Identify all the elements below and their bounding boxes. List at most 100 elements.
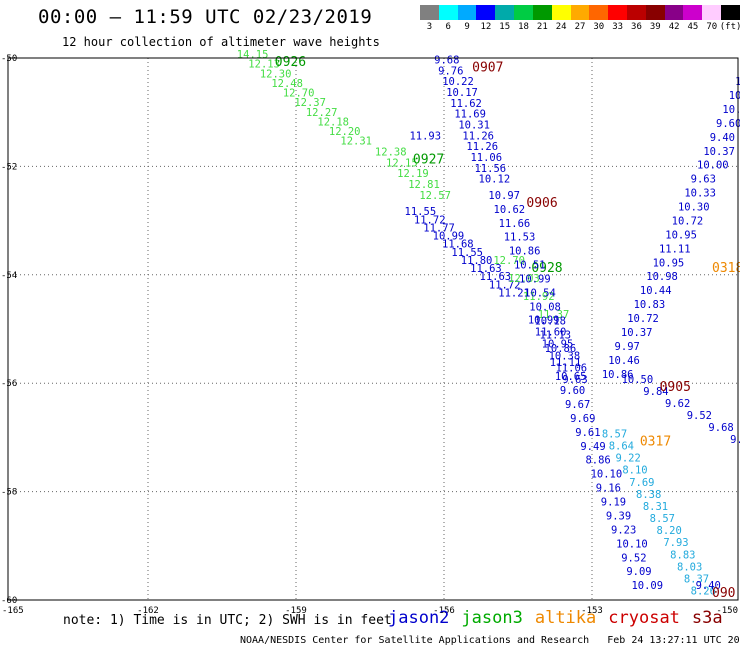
swh-value: 9.69 (570, 413, 595, 425)
colorbar-swatch (514, 5, 533, 20)
chart-title: 00:00 — 11:59 UTC 02/23/2019 (38, 6, 373, 28)
swh-value: 9.60 (716, 118, 740, 130)
satellite-legend-item: jason3 (461, 608, 523, 628)
swh-value: 12.19 (397, 168, 429, 180)
swh-value: 11.21 (498, 287, 530, 299)
colorbar-label: 27 (574, 22, 586, 32)
colorbar-label: 30 (593, 22, 605, 32)
colorbar-label: 15 (499, 22, 511, 32)
swh-value: 12.13 (248, 59, 280, 71)
swh-value: 10.10 (591, 469, 623, 481)
swh-value: 9.40 (710, 132, 735, 144)
swh-value: 11.11 (659, 243, 691, 255)
swh-value: 7.69 (629, 477, 654, 489)
track-time-label: 0905 (660, 380, 691, 395)
swh-value: 10.31 (458, 119, 490, 131)
credit-line: NOAA/NESDIS Center for Satellite Applica… (240, 635, 740, 646)
track-time-label: 0318 (712, 261, 740, 276)
swh-value: 11.56 (474, 163, 506, 175)
swh-value: 9.68 (708, 422, 733, 434)
track-time-label: 0928 (531, 261, 562, 276)
swh-value: 9.68 (434, 54, 459, 66)
swh-value: 10.95 (542, 338, 574, 350)
swh-value: 8.86 (585, 455, 610, 467)
swh-value: 12.70 (493, 255, 525, 267)
swh-value: 10.98 (646, 271, 678, 283)
swh-value: 11.80 (461, 255, 493, 267)
colorbar-swatch (645, 5, 665, 20)
colorbar-label: 45 (687, 22, 699, 32)
colorbar-swatch (702, 5, 721, 20)
y-tick-label: -58 (1, 488, 17, 498)
colorbar-swatch (683, 5, 703, 20)
colorbar-label: 18 (518, 22, 529, 32)
satellite-legend-item: jason2 (388, 608, 450, 628)
grid (8, 58, 738, 600)
swh-value: 11.66 (499, 218, 531, 230)
swh-value: 10.72 (627, 313, 659, 325)
colorbar-label: 21 (536, 22, 548, 32)
swh-value: 9.76 (438, 65, 463, 77)
swh-value: 11.55 (405, 206, 437, 218)
swh-value: 8.26 (691, 586, 716, 598)
colorbar-label: (ft) (719, 22, 740, 32)
swh-value: 10.22 (442, 76, 474, 88)
axis-ticks: -165 -162 -159 -156 -153 -150 -50 -52 -54 -56 -58 -… (1, 54, 738, 616)
colorbar-swatch (532, 5, 552, 20)
colorbar-label: 3 (426, 22, 433, 32)
y-tick-label: -52 (1, 162, 17, 172)
swh-value: 9.63 (691, 174, 716, 186)
swh-value: 11.13 (539, 329, 571, 341)
colorbar-swatch (664, 5, 684, 20)
track-time-label: 0906 (526, 196, 557, 211)
wave-height-colorbar (420, 5, 740, 20)
swh-value: 9.40 (696, 580, 721, 592)
colorbar-labels: 3 6 9 12 15 18 21 24 27 30 33 36 39 42 45 70 (ft) (420, 22, 740, 34)
swh-value: 9.16 (596, 483, 621, 495)
swh-value: 11.37 (538, 309, 570, 321)
swh-value: 10.12 (479, 174, 511, 186)
y-tick-label: -56 (1, 379, 17, 389)
colorbar-swatch (551, 5, 571, 20)
track-points: 14.1512.1312.3012.4812.7012.3712.2712.18… (237, 49, 740, 601)
swh-value: 10.72 (672, 215, 704, 227)
chart-subtitle: 12 hour collection of altimeter wave hei… (62, 35, 380, 49)
swh-value: 12.48 (271, 78, 303, 90)
swh-value: 9.60 (560, 385, 585, 397)
swh-value: 8.37 (684, 573, 709, 585)
swh-value: 10.44 (640, 285, 672, 297)
swh-value: 10.97 (488, 190, 520, 202)
swh-value: 12.18 (317, 116, 349, 128)
swh-value: 9.39 (606, 510, 631, 522)
track-time-label: 0317 (640, 434, 671, 449)
swh-value: 9.19 (601, 497, 626, 509)
swh-value: 8.20 (657, 525, 682, 537)
colorbar-swatch (495, 5, 515, 20)
swh-value: 11.93 (409, 130, 441, 142)
swh-value: 7.93 (663, 537, 688, 549)
colorbar-label: 9 (464, 22, 470, 32)
plot-frame (7, 57, 739, 601)
swh-value: 10.37 (621, 327, 653, 339)
swh-value: 10.51 (514, 260, 546, 272)
swh-value: 12.38 (375, 147, 407, 159)
swh-value: 12.15 (386, 157, 418, 169)
swh-value: 11.69 (454, 109, 486, 121)
swh-value: 10.99 (433, 231, 465, 243)
swh-value: 11.06 (470, 152, 502, 164)
swh-value: 10.83 (634, 299, 666, 311)
swh-value: 11.06 (555, 362, 587, 374)
colorbar-label: 70 (706, 22, 718, 32)
swh-value: 9.49 (580, 441, 605, 453)
colorbar-swatch (438, 5, 458, 20)
swh-value: 11.72 (414, 214, 446, 226)
swh-value: 10.37 (703, 146, 735, 158)
swh-value: 9.67 (565, 399, 590, 411)
swh-value: 10.08 (529, 301, 561, 313)
track-time-label: 0907 (472, 60, 503, 75)
swh-value: 8.03 (677, 561, 702, 573)
swh-value: 12.20 (329, 126, 361, 138)
swh-value: 10.33 (684, 188, 716, 200)
swh-value: 9.63 (562, 374, 587, 386)
